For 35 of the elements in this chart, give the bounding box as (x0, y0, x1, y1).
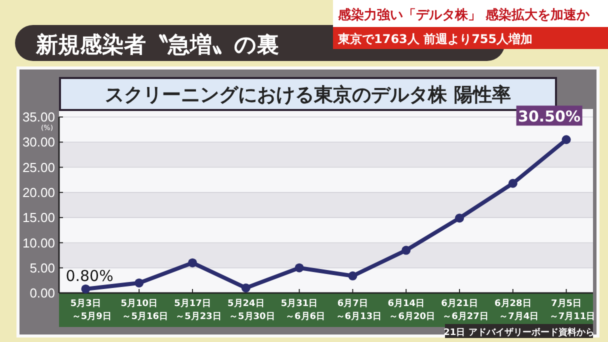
chart-subtitle: スクリーニングにおける東京のデルタ株 陽性率 (105, 84, 511, 106)
y-tick-label: 5.00 (30, 260, 55, 276)
point (402, 246, 411, 255)
x-tick-label: 6月7日～6月13日 (336, 298, 382, 322)
x-tick-label: 5月3日～5月9日 (70, 298, 112, 322)
x-tick-label: 5月17日～5月23日 (174, 298, 222, 322)
y-tick-label: 15.00 (22, 210, 55, 226)
y-tick-label: 30.00 (22, 134, 55, 150)
text: 東京で1763人 前週より755人増加 (337, 32, 533, 46)
y-tick-label: 20.00 (22, 184, 55, 200)
y-tick-label: 10.00 (22, 235, 55, 250)
point (508, 178, 518, 188)
y-tick-label: 0.00 (30, 286, 55, 301)
text: 感染力強い「デルタ株」 感染拡大を加速か (337, 7, 591, 23)
y-tick-label: 25.00 (22, 160, 55, 175)
point (562, 135, 571, 144)
text: 21日 アドバイザリーボード資料から (444, 327, 594, 338)
x-tick-label: 5月31日～6月6日 (280, 298, 326, 322)
annotation: 0.80% (66, 266, 114, 285)
point (134, 278, 144, 288)
point (188, 258, 197, 268)
point (348, 271, 358, 280)
point (294, 263, 304, 272)
x-tick-label: 5月10日～5月16日 (120, 298, 168, 322)
point (455, 214, 464, 223)
x-tick-label: 6月14日～6月20日 (388, 298, 435, 322)
x-tick-label: 5月24日～5月30日 (228, 298, 275, 322)
point (81, 284, 90, 294)
chart-title: 新規感染者〝急増〟の裏 (35, 32, 279, 58)
x-tick-label: 7月5日～7月11日 (549, 298, 596, 322)
annotation: 30.50% (518, 108, 581, 126)
x-tick-label: 6月28日～7月4日 (494, 298, 539, 322)
y-tick-label: 35.00 (22, 110, 55, 125)
x-tick-label: 6月21日～6月27日 (441, 298, 488, 322)
point (241, 283, 250, 292)
